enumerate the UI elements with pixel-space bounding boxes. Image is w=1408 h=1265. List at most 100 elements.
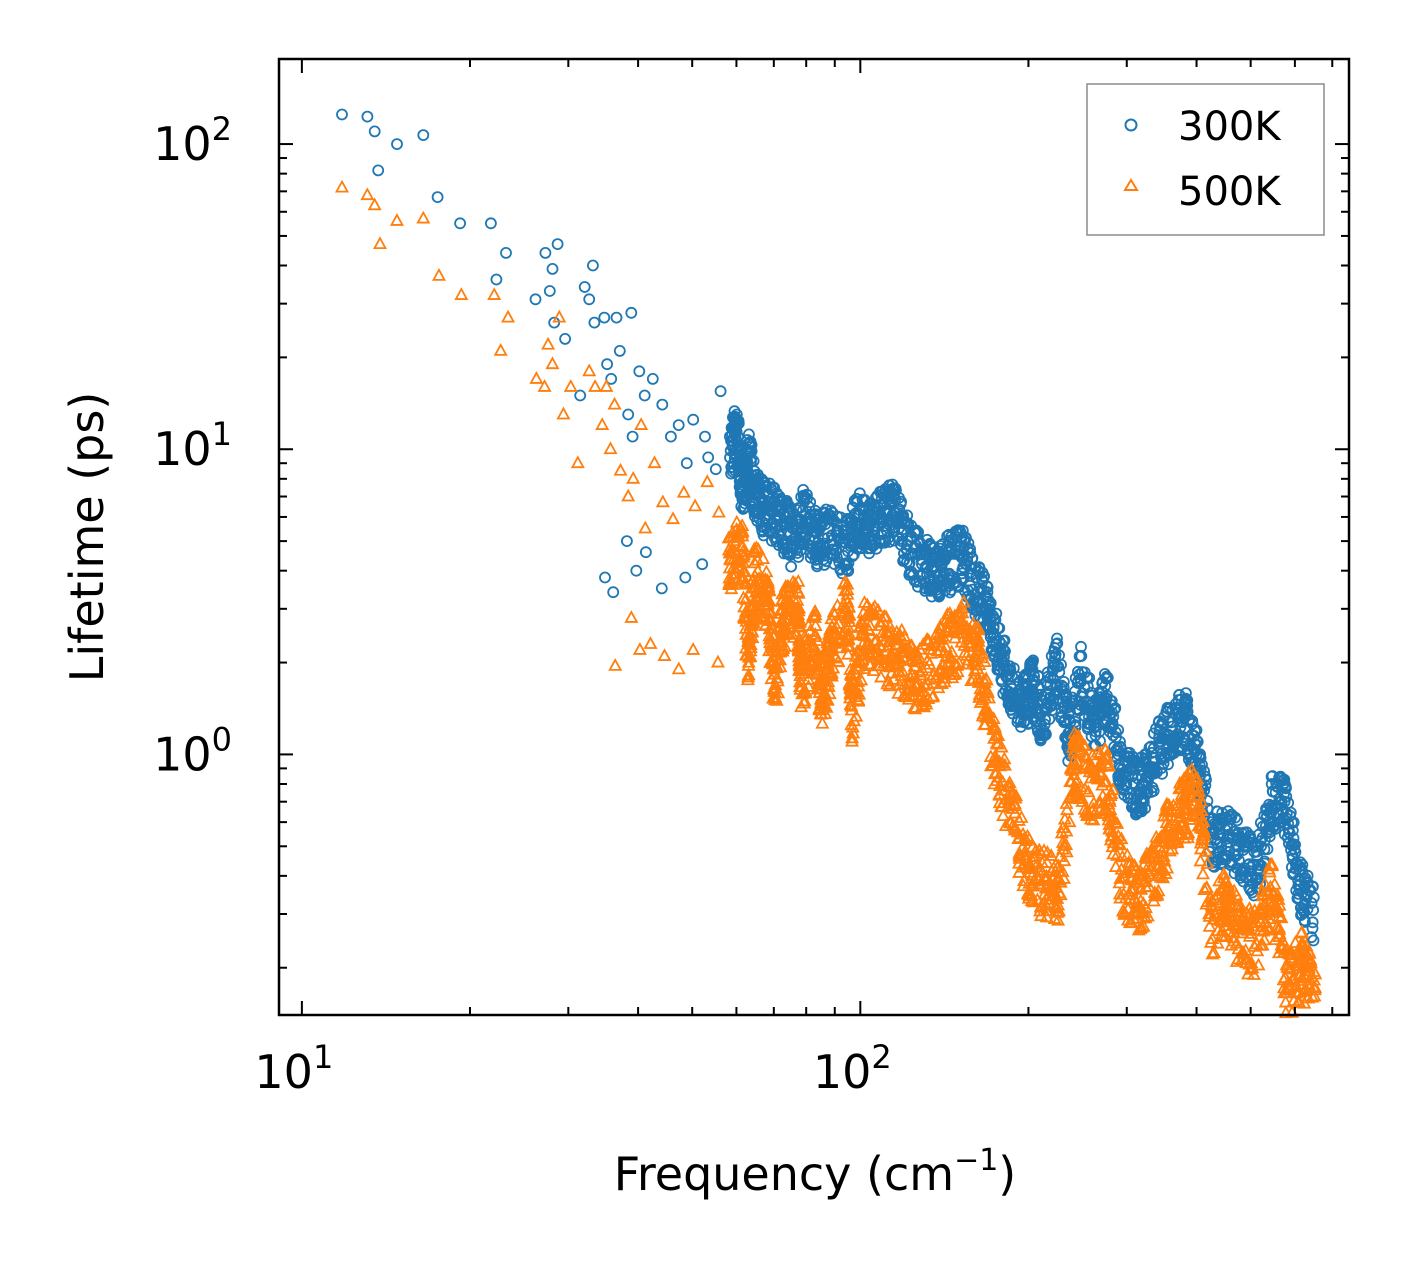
point-300K: [1103, 722, 1116, 734]
point-500K: [807, 639, 822, 653]
point-300K: [1109, 702, 1122, 715]
point-300K: [714, 385, 727, 398]
point-500K: [928, 627, 943, 641]
point-300K: [588, 316, 601, 329]
point-500K: [750, 601, 765, 615]
point-500K: [972, 674, 987, 688]
point-500K: [923, 671, 938, 685]
point-500K: [894, 668, 909, 681]
point-300K: [1011, 671, 1023, 683]
point-500K: [841, 646, 856, 660]
point-500K: [1162, 843, 1177, 857]
point-300K: [672, 419, 685, 432]
point-300K: [1053, 666, 1066, 678]
point-500K: [862, 641, 877, 655]
point-300K: [1231, 814, 1243, 827]
point-500K: [1272, 897, 1287, 911]
point-300K: [787, 533, 800, 546]
point-500K: [988, 748, 1003, 762]
point-500K: [777, 638, 792, 652]
point-500K: [924, 645, 939, 659]
point-300K: [1280, 790, 1293, 803]
point-300K: [1171, 728, 1184, 740]
point-500K: [840, 582, 855, 595]
y-tick-label: 100: [153, 720, 232, 781]
point-300K: [598, 311, 611, 324]
point-300K: [1307, 934, 1320, 947]
point-500K: [1259, 919, 1274, 933]
point-500K: [851, 678, 866, 692]
point-500K: [493, 343, 508, 356]
point-500K: [748, 544, 763, 557]
point-500K: [840, 638, 855, 652]
point-300K: [622, 408, 635, 421]
point-500K: [487, 287, 502, 300]
point-500K: [647, 455, 662, 469]
point-500K: [632, 642, 647, 655]
point-300K: [1213, 823, 1226, 836]
x-axis-label-sup: −1: [954, 1143, 998, 1178]
point-500K: [1102, 821, 1117, 835]
point-500K: [857, 661, 872, 675]
point-500K: [845, 719, 860, 733]
point-300K: [1069, 672, 1082, 684]
point-500K: [724, 581, 739, 595]
point-500K: [1296, 983, 1311, 997]
point-300K: [680, 457, 693, 470]
point-500K: [1272, 926, 1287, 940]
point-300K: [743, 437, 756, 450]
y-tick-label: 101: [153, 415, 232, 476]
point-500K: [1151, 851, 1166, 864]
point-300K: [1052, 660, 1065, 673]
point-500K: [1193, 853, 1208, 867]
x-axis-label-close: ): [998, 1147, 1016, 1201]
point-300K: [709, 463, 722, 476]
point-500K: [537, 379, 552, 392]
point-300K: [791, 547, 804, 559]
point-500K: [737, 564, 752, 578]
point-500K: [1256, 898, 1271, 912]
point-300K: [1110, 731, 1122, 744]
point-500K: [771, 685, 786, 699]
point-300K: [1055, 706, 1068, 718]
point-500K: [1244, 955, 1259, 969]
point-500K: [1168, 830, 1183, 843]
point-500K: [1303, 955, 1319, 969]
point-300K: [812, 553, 824, 565]
point-300K: [1101, 703, 1114, 716]
point-500K: [760, 576, 775, 589]
point-300K: [361, 110, 374, 123]
point-300K: [1222, 805, 1235, 818]
point-300K: [888, 534, 901, 547]
point-500K: [1161, 819, 1176, 833]
point-500K: [860, 597, 875, 611]
point-500K: [926, 688, 941, 702]
point-300K: [638, 389, 651, 402]
point-500K: [1055, 841, 1071, 855]
point-500K: [808, 607, 823, 621]
point-500K: [686, 642, 701, 655]
point-500K: [791, 573, 806, 587]
point-500K: [1192, 799, 1207, 813]
point-500K: [851, 693, 866, 707]
point-300K: [812, 523, 825, 536]
point-300K: [1053, 649, 1065, 662]
point-500K: [735, 518, 750, 531]
point-500K: [1197, 882, 1212, 895]
point-500K: [1113, 837, 1128, 851]
point-300K: [1027, 695, 1040, 708]
point-500K: [842, 639, 857, 653]
point-500K: [895, 663, 910, 677]
point-300K: [1147, 785, 1160, 797]
point-300K: [789, 544, 802, 557]
point-300K: [1026, 656, 1039, 668]
point-300K: [551, 238, 564, 251]
point-300K: [1070, 703, 1083, 715]
point-300K: [1135, 803, 1148, 815]
point-500K: [1238, 951, 1253, 964]
point-300K: [1280, 782, 1292, 795]
point-300K: [745, 438, 758, 451]
point-500K: [1041, 887, 1056, 901]
point-500K: [638, 520, 653, 534]
point-500K: [756, 551, 771, 565]
